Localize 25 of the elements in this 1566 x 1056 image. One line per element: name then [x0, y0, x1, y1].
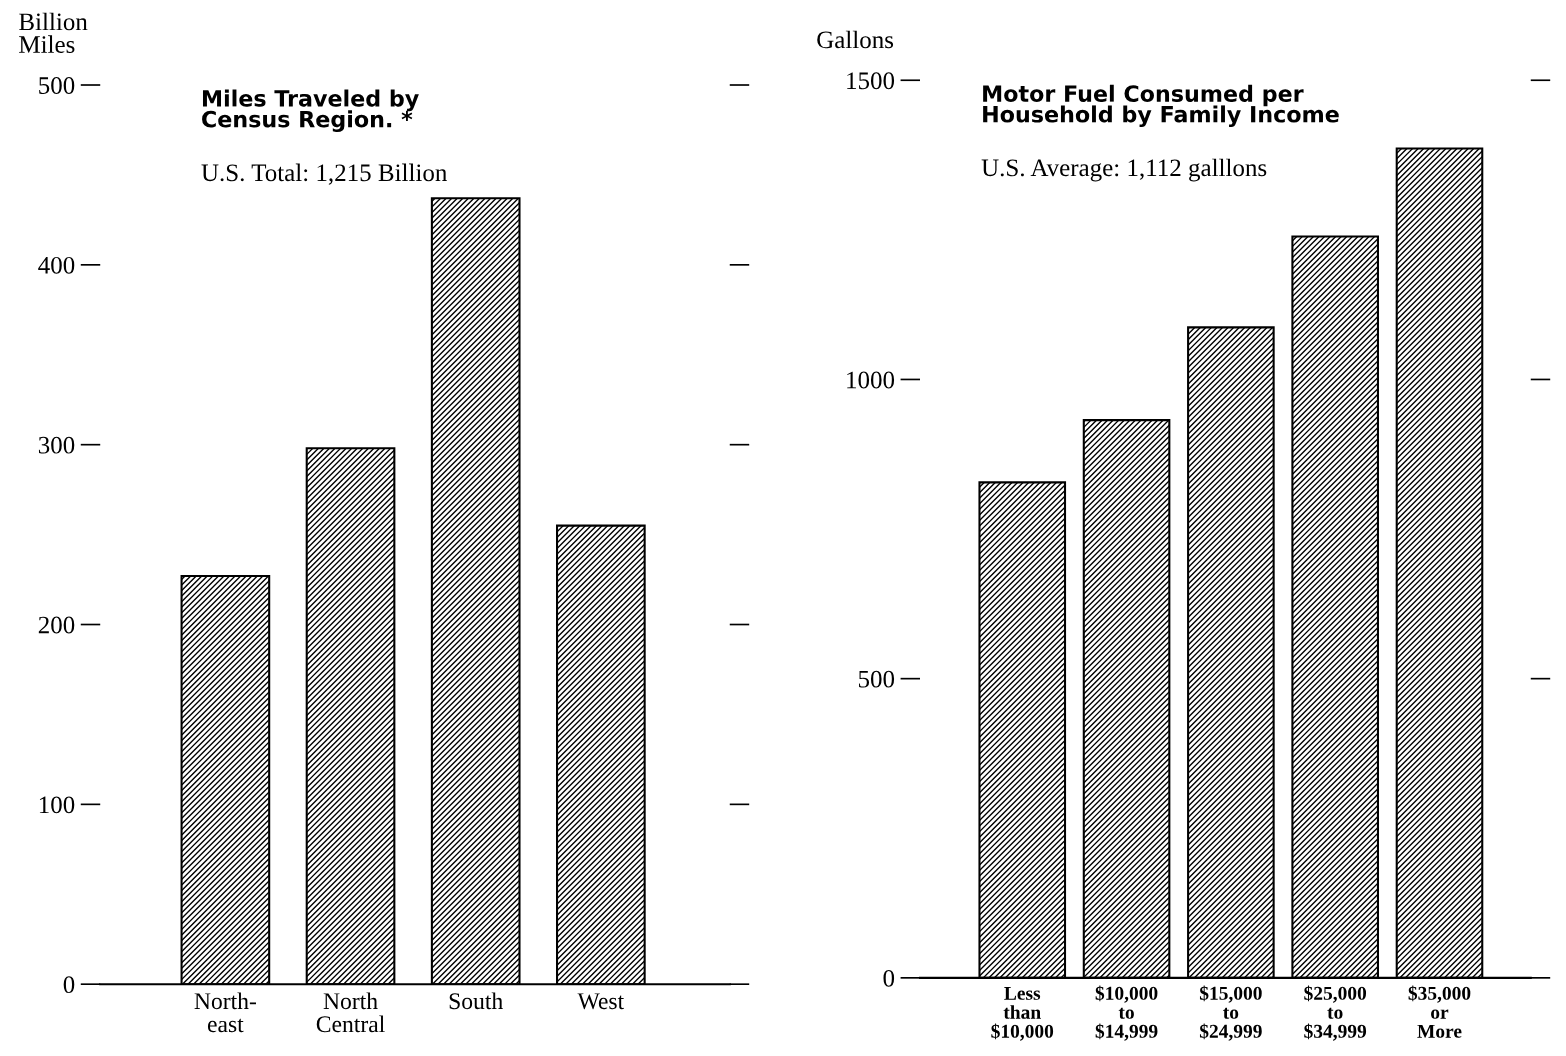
text: Miles Traveled by Census Region. * [202, 89, 419, 133]
x-tick-label: Less than $10,000 [991, 986, 1054, 1041]
y-tick-label: 0 [63, 976, 75, 994]
y-axis-title: Gallons [817, 30, 894, 49]
text: U.S. Total: 1,215 Billion [201, 163, 447, 185]
text: Motor Fuel Consumed per Household by Family Income [983, 84, 1339, 128]
x-tick-label: West [577, 993, 625, 1010]
y-tick-label: 0 [883, 969, 895, 987]
x-tick-label: $10,000 to $14,999 [1095, 985, 1158, 1041]
y-tick-label: 1500 [847, 72, 895, 90]
x-tick-label: North Central [316, 992, 385, 1033]
x-tick-label: $25,000 to $34,999 [1304, 985, 1367, 1041]
y-tick-label: 500 [858, 670, 895, 688]
x-tick-label: South [449, 992, 503, 1010]
x-tick-label: $35,000 or More [1408, 985, 1471, 1038]
text: U.S. Average: 1,112 galllons [981, 158, 1267, 182]
y-tick-label: 1000 [847, 371, 895, 389]
y-tick-label: 300 [38, 436, 75, 454]
y-tick-label: 500 [39, 77, 75, 94]
y-tick-label: 100 [39, 796, 75, 814]
y-axis-title: Billion Miles [19, 12, 88, 53]
x-tick-label: North- east [194, 992, 256, 1033]
x-tick-label: $15,000 to $24,999 [1199, 985, 1262, 1041]
y-tick-label: 200 [38, 616, 75, 634]
y-tick-label: 400 [38, 256, 75, 274]
